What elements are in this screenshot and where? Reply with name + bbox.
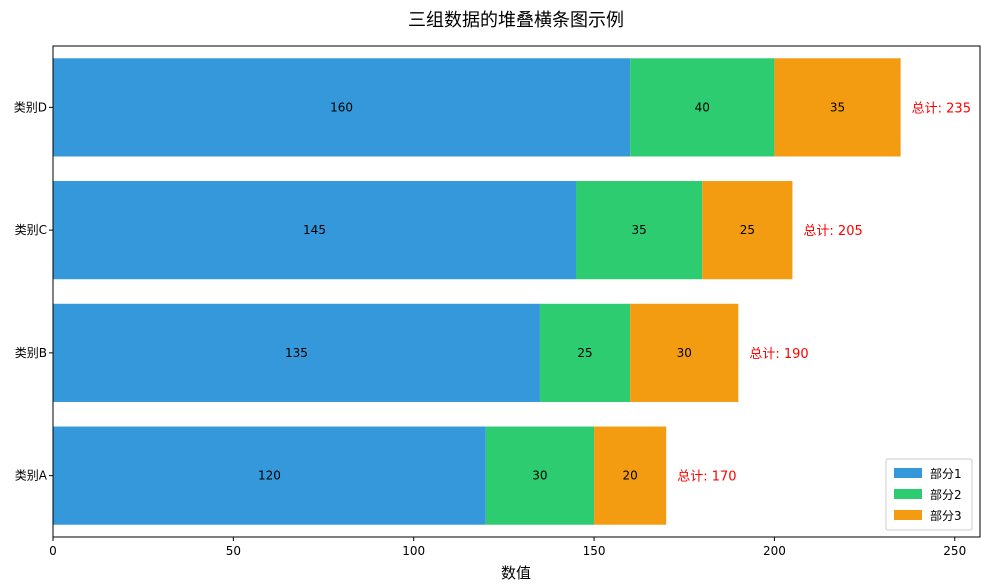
axes-frame — [52, 45, 981, 538]
x-axis-label: 数值 — [501, 564, 531, 582]
bar-segment — [630, 303, 739, 402]
x-tick-label: 50 — [226, 544, 241, 558]
x-tick-label: 200 — [763, 544, 786, 558]
bar-segment — [774, 58, 901, 157]
bar-segment — [702, 181, 793, 280]
bar-segment — [53, 426, 486, 525]
legend-swatch — [894, 510, 922, 520]
x-tick-label: 100 — [402, 544, 425, 558]
x-tick-label: 0 — [49, 544, 57, 558]
segment-value-label: 25 — [577, 346, 592, 360]
bar-segment — [539, 303, 631, 402]
bar-segment — [53, 181, 577, 280]
legend-label: 部分1 — [930, 466, 962, 481]
segment-value-label: 30 — [677, 346, 692, 360]
bar-segment — [53, 58, 631, 157]
bar-segment — [53, 303, 540, 402]
legend: 部分1 部分2 部分3 — [885, 458, 973, 531]
bar-segment — [485, 426, 595, 525]
segment-value-label: 30 — [532, 469, 547, 483]
segment-value-label: 20 — [622, 469, 637, 483]
bar-segment — [576, 181, 703, 280]
total-label: 总计: 205 — [803, 224, 862, 239]
segment-value-label: 160 — [330, 100, 353, 114]
legend-label: 部分3 — [930, 508, 962, 523]
segment-value-label: 35 — [830, 100, 845, 114]
segment-value-label: 135 — [285, 346, 308, 360]
segment-value-label: 40 — [695, 100, 710, 114]
y-tick-label: 类别C — [15, 223, 47, 237]
total-label: 总计: 190 — [749, 347, 808, 362]
bar-segment — [630, 58, 775, 157]
legend-swatch — [894, 468, 922, 478]
segment-value-label: 145 — [303, 223, 326, 237]
segment-value-label: 25 — [740, 223, 755, 237]
chart-title: 三组数据的堆叠横条图示例 — [408, 10, 624, 31]
x-tick-label: 250 — [943, 544, 966, 558]
total-label: 总计: 170 — [677, 470, 736, 485]
legend-label: 部分2 — [930, 487, 962, 502]
y-tick-label: 类别D — [14, 100, 47, 114]
y-tick-label: 类别A — [15, 469, 48, 483]
bar-segment — [594, 426, 667, 525]
plot-area: 120 30 20 总计: 170 类别A 135 25 30 总计: 190 类别B 145 35 2… — [14, 45, 981, 558]
x-tick-label: 150 — [583, 544, 606, 558]
y-tick-label: 类别B — [15, 346, 47, 360]
legend-swatch — [894, 489, 922, 499]
segment-value-label: 120 — [258, 469, 281, 483]
total-label: 总计: 235 — [912, 101, 971, 116]
segment-value-label: 35 — [631, 223, 646, 237]
